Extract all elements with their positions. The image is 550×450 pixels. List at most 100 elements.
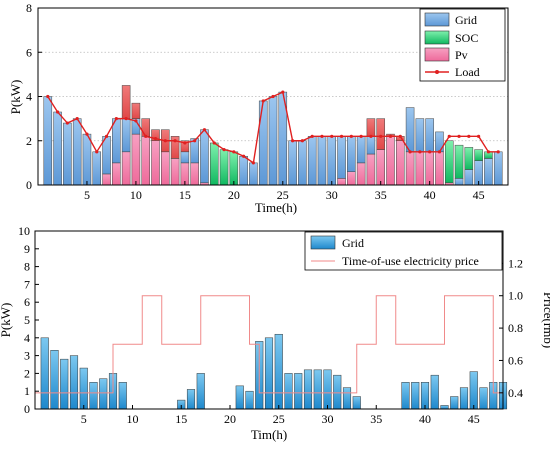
load-point <box>183 141 187 145</box>
bottom-y-tick-label: 6 <box>24 295 30 309</box>
top-chart: 0 2 4 6 8 5 10 15 20 25 30 35 40 45 Time(h) P(kW) Gri… <box>8 1 509 215</box>
grid-bar <box>69 355 79 410</box>
load-point <box>55 110 60 114</box>
bottom-y-tick-label: 10 <box>18 224 30 238</box>
price-line <box>35 295 503 394</box>
top-y-tick-label: 6 <box>26 45 32 59</box>
load-point <box>447 134 451 138</box>
bottom-x-tick-label: 30 <box>322 412 334 426</box>
load-point <box>134 119 138 123</box>
legend-grid-swatch <box>424 12 450 27</box>
grid-bar <box>493 151 503 186</box>
top-y-axis-label: P(kW) <box>8 80 23 115</box>
pv-bar <box>366 153 376 186</box>
grid-bar <box>239 155 248 186</box>
bottom-x-tick-label: 35 <box>370 412 382 426</box>
grid-bar <box>405 107 415 153</box>
grid-bar <box>186 389 196 410</box>
load-point <box>222 148 226 152</box>
load-point <box>46 94 50 99</box>
pv-surplus-bar <box>180 140 190 153</box>
load-point <box>320 134 324 138</box>
load-point <box>369 134 373 138</box>
bottom-legend: Grid Time-of-use electricity price <box>304 231 503 271</box>
load-point <box>124 117 128 121</box>
grid-bar <box>342 387 352 410</box>
load-point <box>75 117 79 121</box>
bottom-price-line <box>35 295 503 394</box>
top-x-tick-label: 45 <box>473 188 485 202</box>
load-point <box>339 134 344 138</box>
top-axis-ticks: 0 2 4 6 8 5 10 15 20 25 30 35 40 45 <box>26 1 485 202</box>
legend-pv-swatch <box>424 47 450 62</box>
pv-surplus-bar <box>141 118 150 137</box>
grid-bar <box>323 369 332 410</box>
load-point <box>457 134 461 138</box>
grid-bar <box>303 369 313 410</box>
grid-bar <box>415 118 425 153</box>
bottom-y-tick-label: 2 <box>24 366 30 380</box>
bottom-y-tick-label: 8 <box>24 260 30 274</box>
legend-load-label: Load <box>455 65 480 79</box>
bottom-y-tick-label: 7 <box>24 277 30 291</box>
bottom-x-tick-label: 25 <box>273 412 285 426</box>
load-point <box>428 150 432 154</box>
top-x-tick-label: 25 <box>277 188 289 202</box>
grid-bar <box>235 385 244 410</box>
top-x-tick-label: 5 <box>84 188 90 202</box>
bottom-y-tick-label: 4 <box>24 331 30 345</box>
bottom-y2-tick-label: 0.8 <box>508 321 523 335</box>
load-point <box>379 134 383 138</box>
pv-bar <box>356 162 366 186</box>
bottom-y-tick-label: 1 <box>24 384 30 398</box>
grid-bar <box>89 382 98 410</box>
bottom-x-axis-label: Tim(h) <box>251 427 287 442</box>
grid-bar <box>99 378 108 410</box>
pv-bar <box>151 140 160 186</box>
soc-bar <box>229 151 239 186</box>
grid-bar <box>50 350 59 410</box>
top-x-tick-label: 35 <box>375 188 387 202</box>
load-point <box>193 139 197 143</box>
grid-bar <box>121 118 131 153</box>
bottom-y2-tick-label: 0.6 <box>508 353 523 367</box>
top-x-axis-label: Time(h) <box>255 200 297 215</box>
grid-bar <box>411 382 420 410</box>
top-y-tick-label: 2 <box>26 134 32 148</box>
bottom-y-tick-label: 9 <box>24 242 30 256</box>
bottom-bars <box>40 333 508 410</box>
soc-bar <box>464 147 474 170</box>
soc-bar <box>474 149 483 161</box>
grid-bar <box>298 140 307 186</box>
soc-bar <box>209 142 219 186</box>
bottom-x-tick-label: 15 <box>175 412 187 426</box>
grid-bar <box>450 396 459 410</box>
top-y-tick-label: 8 <box>26 1 32 15</box>
legend-soc-swatch <box>424 30 450 45</box>
pv-surplus-bar <box>376 118 385 150</box>
grid-bar <box>288 140 297 186</box>
grid-bar <box>459 387 469 410</box>
load-point <box>281 90 285 94</box>
grid-bar <box>435 131 444 153</box>
grid-bar <box>430 374 439 410</box>
legend-grid-label: Grid <box>455 13 477 27</box>
grid-bar <box>356 136 366 164</box>
load-point <box>496 150 500 154</box>
bottom-y2-axis-label: Price(rmb) <box>541 292 550 348</box>
pv-bar <box>121 151 131 186</box>
load-point <box>437 150 442 154</box>
load-point <box>388 134 393 138</box>
load-point <box>418 150 422 154</box>
pv-bar <box>386 136 395 186</box>
load-point <box>212 141 216 145</box>
load-point <box>104 134 109 138</box>
legend-soc-label: SOC <box>455 31 478 45</box>
legend-price-label: Time-of-use electricity price <box>342 254 479 268</box>
legend-grid2-swatch <box>310 235 336 250</box>
load-point <box>232 150 236 154</box>
grid-bar <box>366 136 376 155</box>
load-point <box>290 139 295 143</box>
load-point <box>330 134 334 138</box>
